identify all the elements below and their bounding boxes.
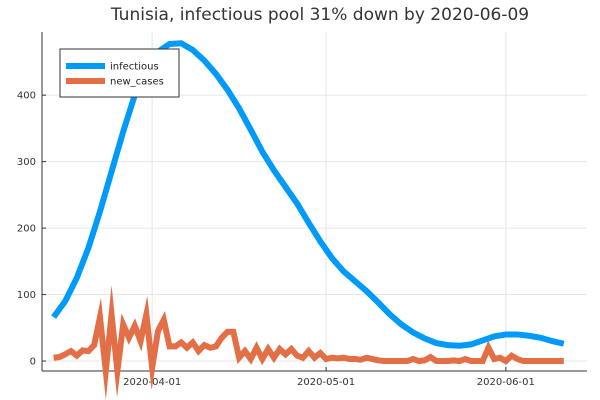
y-tick-label: 300: [17, 157, 36, 168]
legend-label: new_cases: [110, 77, 164, 88]
chart-title: Tunisia, infectious pool 31% down by 202…: [110, 5, 529, 25]
series-line-new-cases: [53, 285, 564, 400]
y-tick-label: 400: [17, 91, 36, 102]
legend-label: infectious: [110, 62, 159, 73]
legend: infectious new_cases: [59, 48, 180, 98]
x-tick-label: 2020-05-01: [297, 377, 355, 388]
y-tick-label: 200: [17, 224, 36, 235]
axes: [41, 32, 587, 372]
y-tick-label: 0: [30, 357, 36, 368]
x-tick-label: 2020-06-01: [477, 377, 535, 388]
y-tick-label: 100: [17, 290, 36, 301]
legend-box: [59, 48, 180, 98]
